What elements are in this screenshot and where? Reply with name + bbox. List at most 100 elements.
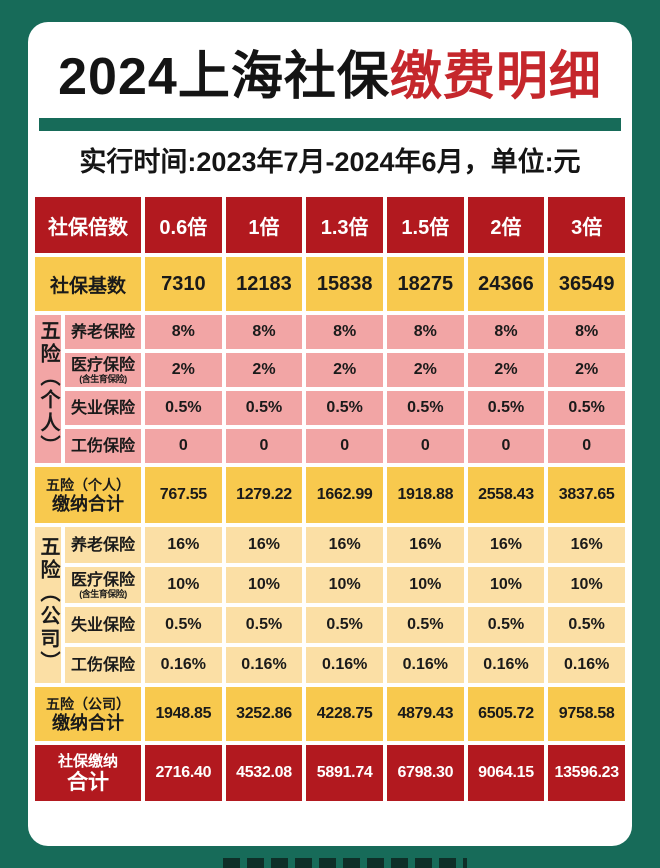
row-label-text: 失业保险: [70, 399, 135, 417]
value-cell: 0.16%: [145, 647, 222, 683]
clipped-footer-text: [223, 858, 467, 868]
row-label-text: 养老保险: [70, 536, 135, 554]
value-cell: 16%: [145, 527, 222, 563]
value-cell: 10%: [548, 567, 625, 603]
value-cell: 9064.15: [467, 745, 545, 801]
value-cell: 0.5%: [467, 607, 545, 643]
row-label-line1: 五险（个人）: [46, 476, 130, 493]
title-red-part: 缴费明细: [389, 48, 602, 106]
header-multiplier-cell: 1.5倍: [386, 197, 464, 253]
value-cell: 0.16%: [225, 647, 303, 683]
value-cell: 2%: [225, 353, 303, 387]
value-cell: 24366: [467, 257, 545, 311]
header-corner-cell: 社保倍数: [35, 197, 141, 253]
header-multiplier-cell: 2倍: [467, 197, 545, 253]
group-label-vertical: 五险（个人）: [35, 315, 61, 463]
row-label-cell: 工伤保险: [65, 647, 141, 683]
row-label-cell: 养老保险: [65, 315, 141, 349]
value-cell: 4532.08: [225, 745, 303, 801]
value-cell: 8%: [145, 315, 222, 349]
value-cell: 15838: [306, 257, 383, 311]
row-label-cell: 养老保险: [65, 527, 141, 563]
row-label-text: 失业保险: [70, 616, 135, 634]
value-cell: 2%: [467, 353, 545, 387]
value-cell: 7310: [145, 257, 222, 311]
value-cell: 3252.86: [225, 687, 303, 741]
value-cell: 10%: [145, 567, 222, 603]
value-cell: 8%: [306, 315, 383, 349]
row-label-text: 工伤保险: [70, 656, 135, 674]
value-cell: 16%: [467, 527, 545, 563]
row-label-line2: 合计: [67, 770, 109, 794]
value-cell: 0.16%: [306, 647, 383, 683]
value-cell: 0.5%: [386, 391, 464, 425]
row-label-cell: 工伤保险: [65, 429, 141, 463]
page-title: 2024上海社保缴费明细: [35, 48, 625, 106]
value-cell: 36549: [548, 257, 625, 311]
value-cell: 0: [306, 429, 383, 463]
value-cell: 10%: [386, 567, 464, 603]
row-label-text: 医疗保险: [70, 571, 135, 589]
value-cell: 10%: [467, 567, 545, 603]
value-cell: 0.5%: [145, 391, 222, 425]
value-cell: 0: [548, 429, 625, 463]
value-cell: 0.5%: [306, 607, 383, 643]
row-label-line2: 缴纳合计: [52, 493, 124, 514]
value-cell: 1918.88: [386, 467, 464, 523]
value-cell: 18275: [386, 257, 464, 311]
value-cell: 4228.75: [306, 687, 383, 741]
row-label-line1: 社保缴纳: [57, 752, 118, 770]
value-cell: 2558.43: [467, 467, 545, 523]
value-cell: 0: [467, 429, 545, 463]
row-label-cell: 失业保险: [65, 391, 141, 425]
value-cell: 13596.23: [548, 745, 625, 801]
value-cell: 12183: [225, 257, 303, 311]
infographic-card: 2024上海社保缴费明细 实行时间:2023年7月-2024年6月，单位:元 社…: [28, 22, 632, 846]
social-security-table: 社保倍数 0.6倍 1倍 1.3倍 1.5倍 2倍 3倍五险（个人） 五险（公司） 社保基数 73…: [35, 197, 625, 801]
value-cell: 5891.74: [306, 745, 383, 801]
header-multiplier-cell: 1.3倍: [306, 197, 383, 253]
row-sublabel-text: (含生育保险): [79, 588, 127, 599]
value-cell: 6505.72: [467, 687, 545, 741]
value-cell: 767.55: [145, 467, 222, 523]
row-label-cell: 医疗保险 (含生育保险): [65, 353, 141, 387]
value-cell: 10%: [306, 567, 383, 603]
row-sublabel-text: (含生育保险): [79, 373, 127, 384]
value-cell: 16%: [306, 527, 383, 563]
row-label-line2: 缴纳合计: [52, 712, 124, 733]
group-label-vertical: 五险（公司）: [35, 527, 61, 683]
value-cell: 0.5%: [548, 607, 625, 643]
value-cell: 1662.99: [306, 467, 383, 523]
value-cell: 8%: [548, 315, 625, 349]
value-cell: 0: [145, 429, 222, 463]
value-cell: 0: [225, 429, 303, 463]
row-label-cell: 医疗保险 (含生育保险): [65, 567, 141, 603]
value-cell: 8%: [386, 315, 464, 349]
header-multiplier-cell: 1倍: [225, 197, 303, 253]
value-cell: 0.5%: [386, 607, 464, 643]
value-cell: 10%: [225, 567, 303, 603]
value-cell: 16%: [225, 527, 303, 563]
value-cell: 0.5%: [225, 391, 303, 425]
row-label-line1: 五险（公司）: [46, 695, 130, 712]
header-multiplier-cell: 3倍: [548, 197, 625, 253]
value-cell: 16%: [386, 527, 464, 563]
row-label-cell: 五险（公司） 缴纳合计: [35, 687, 141, 741]
value-cell: 2%: [386, 353, 464, 387]
value-cell: 0.16%: [467, 647, 545, 683]
value-cell: 9758.58: [548, 687, 625, 741]
title-underline-bar: [39, 118, 621, 131]
row-label-cell: 社保缴纳 合计: [35, 745, 141, 801]
value-cell: 0.5%: [467, 391, 545, 425]
row-label-text: 养老保险: [70, 323, 135, 341]
value-cell: 1948.85: [145, 687, 222, 741]
value-cell: 1279.22: [225, 467, 303, 523]
row-label-text: 社保基数: [49, 275, 126, 297]
value-cell: 0.5%: [145, 607, 222, 643]
value-cell: 0: [386, 429, 464, 463]
value-cell: 0.16%: [548, 647, 625, 683]
title-black-part: 2024上海社保: [58, 48, 390, 106]
subtitle: 实行时间:2023年7月-2024年6月，单位:元: [79, 147, 581, 177]
header-multiplier-cell: 0.6倍: [145, 197, 222, 253]
row-label-text: 医疗保险: [70, 356, 135, 374]
